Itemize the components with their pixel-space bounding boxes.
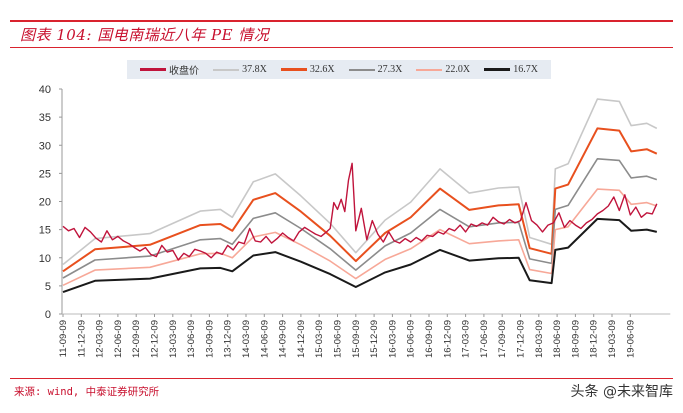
bottom-rule [10, 378, 673, 379]
x-tick-label: 15-06-09 [333, 320, 344, 358]
y-tick-label: 5 [45, 281, 51, 293]
watermark: 头条 @未来智库 [570, 384, 673, 400]
source-note: 来源: wind, 中泰证券研究所 [14, 386, 160, 398]
legend-item-16-7x: 16.7X [484, 64, 538, 75]
legend-item-27-3x: 27.3X [348, 64, 403, 75]
x-tick-label: 12-06-09 [113, 320, 124, 358]
x-tick-label: 17-03-09 [461, 320, 472, 358]
x-tick-label: 18-03-09 [534, 320, 545, 358]
legend-item-37-8x: 37.8X [213, 64, 267, 75]
series-line-22-0x [62, 188, 658, 287]
x-tick-label: 15-12-09 [369, 320, 380, 358]
chart-title: 图表 104: 国电南瑞近八年 PE 情况 [20, 26, 270, 44]
legend-label: 22.0X [445, 64, 471, 75]
series-line-close-price [62, 162, 658, 261]
x-tick-label: 19-06-09 [625, 320, 636, 358]
x-tick-label: 13-12-09 [223, 320, 234, 358]
legend-swatch [140, 68, 167, 71]
y-tick-label: 15 [39, 225, 51, 237]
legend-label: 27.3X [377, 64, 403, 75]
x-tick-label: 16-06-09 [406, 320, 417, 358]
legend-label: 收盘价 [169, 66, 200, 77]
x-tick-label: 19-03-09 [607, 320, 618, 358]
x-tick-label: 12-03-09 [95, 320, 106, 358]
x-tick-label: 12-09-09 [131, 320, 142, 358]
x-tick-label: 14-09-09 [278, 320, 289, 358]
series-line-16-7x [62, 217, 658, 294]
legend-label: 32.6X [309, 64, 335, 75]
series-line-37-8x [62, 98, 658, 266]
y-tick-label: 25 [39, 168, 51, 180]
y-tick-label: 0 [45, 309, 51, 321]
series-line-32-6x [62, 127, 658, 273]
legend-item-22-0x: 22.0X [416, 64, 470, 75]
x-tick-label: 15-03-09 [314, 320, 325, 358]
x-tick-label: 15-09-09 [351, 320, 362, 358]
top-rule [10, 20, 673, 22]
x-tick-label: 16-12-09 [442, 320, 453, 358]
x-tick-label: 16-03-09 [387, 320, 398, 358]
title-rule [10, 47, 673, 48]
legend-swatch [280, 68, 307, 71]
legend-label: 37.8X [242, 64, 267, 75]
x-tick-label: 16-09-09 [424, 320, 435, 358]
y-tick-label: 20 [39, 197, 51, 209]
series-line-27-3x [62, 158, 658, 279]
legend-label: 16.7X [513, 64, 538, 75]
legend-swatch [348, 68, 375, 71]
x-tick-label: 14-12-09 [296, 320, 307, 358]
x-tick-label: 11-09-09 [58, 320, 69, 357]
x-tick-label: 12-12-09 [150, 320, 161, 358]
x-tick-label: 18-06-09 [552, 320, 563, 358]
y-axis: 0 5 10 15 20 25 30 35 40 [39, 84, 63, 321]
legend-swatch [484, 68, 511, 71]
y-tick-label: 10 [39, 253, 51, 265]
y-tick-label: 35 [39, 112, 51, 124]
x-tick-label: 14-06-09 [259, 320, 270, 358]
series-lines [62, 98, 658, 294]
x-tick-label: 17-09-09 [497, 320, 508, 358]
x-tick-label: 14-03-09 [241, 320, 252, 358]
legend-swatch [213, 68, 240, 71]
x-tick-label: 11-12-09 [76, 320, 87, 357]
x-tick-label: 18-09-09 [570, 320, 581, 358]
legend: 收盘价 37.8X 32.6X 27.3X 22.0X 16.7X [127, 60, 551, 79]
x-tick-label: 13-03-09 [168, 320, 179, 358]
legend-swatch [416, 68, 443, 71]
x-tick-label: 17-06-09 [479, 320, 490, 358]
x-tick-label: 17-12-09 [516, 320, 527, 358]
x-tick-label: 18-12-09 [589, 320, 600, 358]
legend-item-close: 收盘价 [140, 62, 199, 77]
y-tick-label: 30 [39, 140, 51, 152]
x-axis: 11-09-09 11-12-09 12-03-09 12-06-09 12-09-09… [58, 313, 671, 358]
x-tick-label: 13-06-09 [186, 320, 197, 358]
x-tick-label: 13-09-09 [204, 320, 215, 358]
legend-item-32-6x: 32.6X [280, 64, 335, 75]
y-tick-label: 40 [39, 84, 51, 96]
